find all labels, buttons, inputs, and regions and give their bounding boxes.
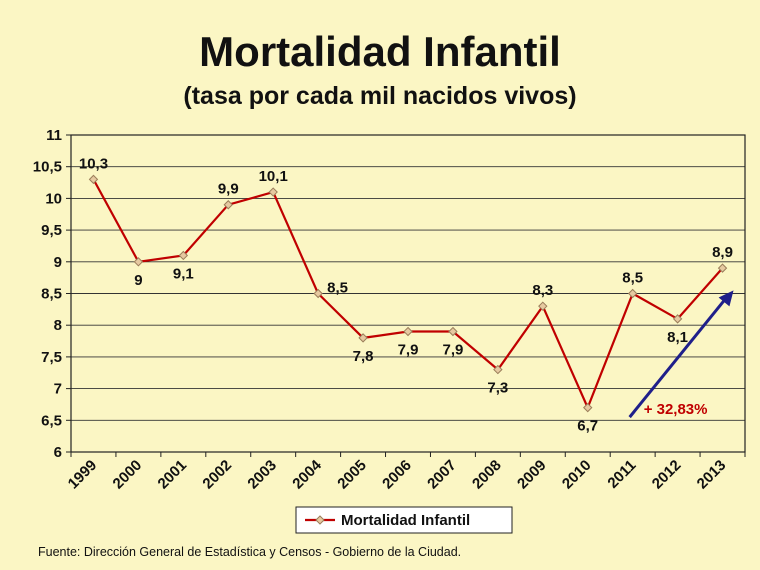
data-point — [313, 288, 323, 299]
data-label: 8,5 — [622, 270, 643, 287]
x-tick-label: 2012 — [649, 457, 685, 493]
data-point — [672, 314, 683, 324]
data-point — [403, 326, 413, 337]
y-tick-label: 9 — [54, 254, 62, 271]
data-point — [583, 402, 593, 413]
x-tick-label: 2003 — [244, 457, 280, 493]
y-tick-label: 8 — [54, 317, 62, 334]
series-markers — [88, 174, 728, 413]
data-label: 8,5 — [327, 280, 348, 297]
x-tick-label: 2006 — [379, 457, 415, 493]
data-label: 9,1 — [173, 265, 194, 282]
data-label: 7,8 — [353, 348, 374, 365]
data-point — [717, 263, 728, 273]
x-axis-ticks: 1999 2000 2001 2002 2003 2004 2005 2006 2007 2008… — [65, 452, 746, 493]
data-point — [627, 288, 638, 299]
data-point — [538, 301, 548, 311]
legend-entry: Mortalidad Infantil — [341, 512, 470, 529]
x-tick-label: 2013 — [694, 457, 730, 493]
y-axis-ticks: 6 6,5 7 7,5 8 8,5 9 9,5 10 10,5 11 — [33, 127, 71, 461]
y-tick-label: 6,5 — [41, 412, 62, 429]
data-label: 7,3 — [487, 380, 508, 397]
x-tick-label: 2004 — [289, 456, 325, 492]
y-tick-label: 7,5 — [41, 349, 62, 366]
y-tick-label: 9,5 — [41, 222, 62, 239]
x-tick-label: 1999 — [65, 457, 101, 493]
x-tick-label: 2005 — [334, 457, 370, 493]
data-label: 10,3 — [79, 155, 108, 172]
data-point — [88, 174, 99, 185]
x-tick-label: 2000 — [110, 457, 146, 493]
data-labels: 10,3 9 9,1 9,9 10,1 8,5 7,8 7,9 7,9 7,3 8,3 6,7 8,5 8… — [79, 155, 733, 434]
legend: Mortalidad Infantil — [295, 506, 513, 534]
chart-title: Mortalidad Infantil — [199, 28, 561, 75]
trend-arrow-shaft — [628, 295, 729, 419]
y-tick-label: 10 — [45, 190, 62, 207]
data-point — [223, 200, 233, 210]
y-tick-label: 7 — [54, 381, 62, 398]
trend-annotation: + 32,83% — [644, 401, 708, 418]
chart-subtitle: (tasa por cada mil nacidos vivos) — [183, 82, 577, 110]
data-point — [358, 333, 368, 343]
x-tick-label: 2002 — [199, 457, 235, 493]
data-point — [178, 250, 189, 261]
x-tick-label: 2007 — [424, 457, 460, 493]
x-tick-label: 2009 — [514, 457, 550, 493]
y-tick-label: 10,5 — [33, 159, 62, 176]
y-tick-label: 6 — [54, 444, 62, 461]
data-point — [133, 257, 144, 267]
trend-arrow-head — [718, 290, 734, 307]
data-label: 7,9 — [443, 342, 464, 359]
data-label: 9,9 — [218, 181, 239, 198]
source-note: Fuente: Dirección General de Estadística… — [38, 545, 462, 559]
data-label: 6,7 — [577, 418, 598, 435]
data-point — [268, 187, 278, 197]
data-point — [448, 326, 458, 337]
x-tick-label: 2008 — [469, 457, 505, 493]
data-label: 9 — [134, 272, 142, 289]
x-tick-label: 2010 — [559, 457, 595, 493]
data-label: 10,1 — [259, 168, 288, 185]
data-label: 8,9 — [712, 244, 733, 261]
data-label: 8,3 — [532, 282, 553, 299]
legend-marker-icon — [315, 515, 325, 525]
y-tick-label: 8,5 — [41, 286, 62, 303]
x-tick-label: 2011 — [604, 457, 639, 492]
x-tick-label: 2001 — [155, 457, 191, 493]
data-label: 7,9 — [398, 342, 419, 359]
data-point — [493, 364, 503, 375]
trend-arrow-icon — [628, 290, 734, 419]
data-label: 8,1 — [667, 329, 688, 346]
y-tick-label: 11 — [46, 127, 62, 144]
